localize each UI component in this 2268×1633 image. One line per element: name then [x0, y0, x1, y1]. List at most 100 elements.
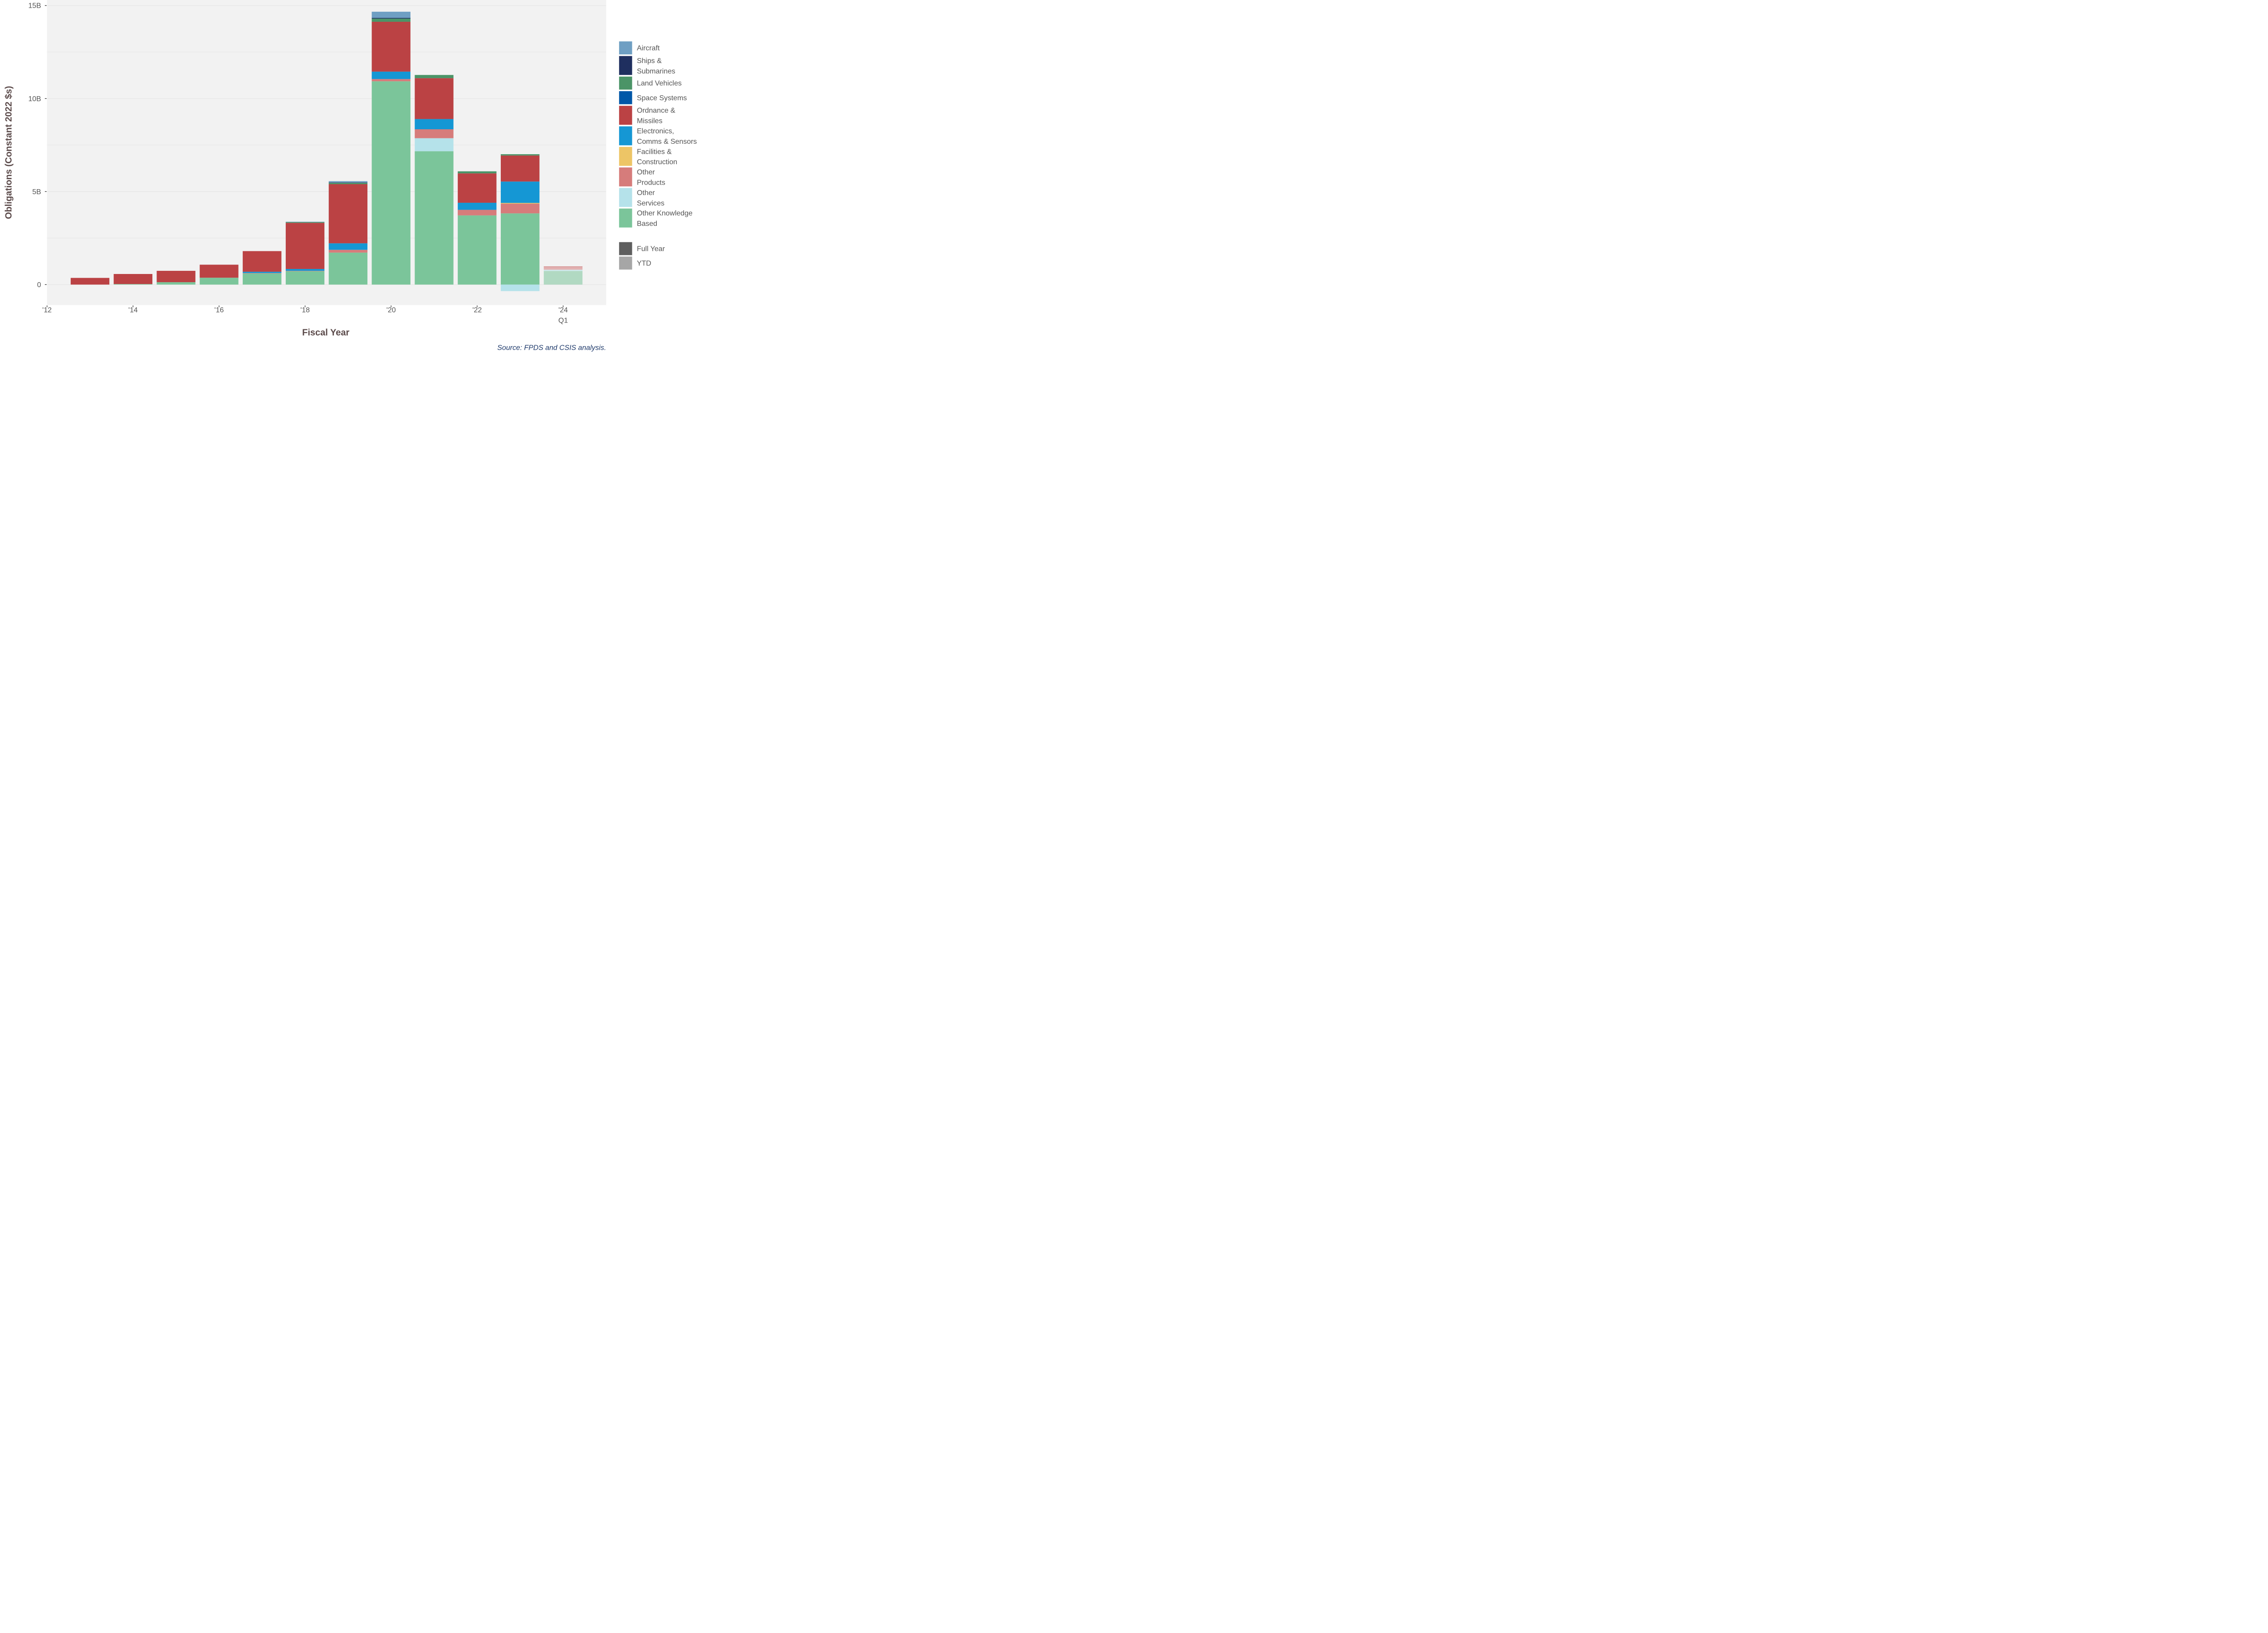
legend-swatch-other-knowledge-based	[618, 208, 633, 228]
bar-segment-ships-submarines-2019	[328, 182, 368, 183]
legend-label-ytd: YTD	[637, 259, 651, 267]
legend-label-line: Products	[637, 179, 665, 186]
bar-segment-aircraft-2020	[371, 11, 411, 18]
stacked-bar-chart: 0 5B 10B 15B '12 '14 '16 '18 '20 '22 '24 Q1 Obligat…	[4, 0, 697, 352]
bar-segment-land-vehicles-2018	[285, 222, 325, 223]
bar-segment-ordnance-missiles-2020	[371, 21, 411, 72]
bar-segment-electronics-comms-sensors-2018	[285, 269, 325, 271]
legend-swatch-other-services	[618, 187, 633, 208]
bar-segment-ordnance-missiles-2014	[113, 274, 152, 284]
legend-label-line: Other	[637, 169, 655, 176]
bar-segment-ordnance-missiles-2016	[200, 264, 239, 278]
bar-segment-ordnance-missiles-2013	[70, 278, 110, 285]
legend-label-facilities-construction: Facilities & Construction	[637, 148, 677, 166]
legend-label-other-services: Other Services	[637, 189, 665, 207]
y-tick-label: 15B	[28, 2, 41, 10]
axes: 0 5B 10B 15B '12 '14 '16 '18 '20 '22 '24 Q1	[28, 2, 568, 325]
bar-segment-land-vehicles-2019	[328, 183, 368, 184]
bar-segment-ordnance-missiles-2024	[543, 266, 583, 267]
bar-segment-other-knowledge-based-2022	[458, 215, 497, 285]
bar-segment-other-services-2023	[500, 284, 540, 291]
bar-segment-other-knowledge-based-2020	[371, 81, 411, 285]
legend-label-line: Ships &	[637, 57, 662, 65]
legend-label-line: Facilities &	[637, 148, 672, 156]
bar-segment-aircraft-2019	[328, 181, 368, 183]
legend-label-line: Ordnance &	[637, 107, 675, 115]
bar-segment-electronics-comms-sensors-2020	[371, 71, 411, 79]
bar-segment-other-knowledge-based-2024	[543, 271, 583, 285]
legend-label-line: Other Knowledge	[637, 210, 693, 217]
x-tick-label: '14	[128, 307, 138, 314]
bar-segment-electronics-comms-sensors-2022	[458, 202, 497, 210]
x-tick-label: '18	[300, 307, 310, 314]
legend: Aircraft Ships & Submarines Land Vehicles Sp…	[618, 40, 697, 270]
legend-label-electronics-comms-sensors: Electronics, Comms & Sensors	[637, 127, 697, 146]
legend-label-land-vehicles: Land Vehicles	[637, 80, 682, 88]
bar-segment-ordnance-missiles-2019	[328, 184, 368, 244]
legend-label-line: Electronics,	[637, 127, 674, 135]
legend-label-line: Submarines	[637, 68, 675, 75]
bar-segment-electronics-comms-sensors-2019	[328, 243, 368, 250]
legend-label-line: Space Systems	[637, 94, 687, 102]
x-tick-sublabel: Q1	[558, 317, 568, 324]
legend-swatch-ships-submarines	[618, 55, 633, 76]
legend-swatch-ytd	[618, 256, 633, 270]
bars	[70, 11, 583, 291]
source-note: Source: FPDS and CSIS analysis.	[497, 344, 606, 352]
legend-label-space-systems: Space Systems	[637, 94, 687, 102]
legend-swatch-facilities-construction	[618, 146, 633, 166]
bar-segment-ordnance-missiles-2017	[243, 251, 282, 272]
x-tick-label: '22	[472, 307, 482, 314]
bar-segment-ordnance-missiles-2021	[415, 78, 454, 119]
legend-label-aircraft: Aircraft	[637, 44, 660, 52]
bar-segment-other-products-2023	[500, 204, 540, 214]
bar-segment-other-products-2017	[243, 273, 282, 274]
bar-segment-land-vehicles-2022	[458, 171, 497, 174]
bar-segment-ordnance-missiles-2018	[285, 223, 325, 269]
legend-swatch-full-year	[618, 241, 633, 256]
bar-segment-electronics-comms-sensors-2017	[243, 272, 282, 273]
legend-label-line: Aircraft	[637, 44, 660, 52]
bar-segment-other-knowledge-based-2021	[415, 151, 454, 285]
legend-label-line: Other	[637, 189, 655, 197]
bar-segment-other-knowledge-based-2018	[285, 271, 325, 285]
bar-segment-other-products-2022	[458, 210, 497, 215]
bar-segment-other-products-2021	[415, 129, 454, 138]
legend-label-line: Construction	[637, 158, 677, 166]
bar-segment-land-vehicles-2021	[415, 75, 454, 78]
legend-label-line: Based	[637, 220, 657, 228]
bar-segment-ordnance-missiles-2022	[458, 173, 497, 203]
y-tick-label: 10B	[28, 95, 41, 103]
bar-segment-other-services-2024	[543, 269, 583, 271]
chart-stage: 0 5B 10B 15B '12 '14 '16 '18 '20 '22 '24 Q1 Obligat…	[0, 0, 711, 356]
legend-label-line: Comms & Sensors	[637, 138, 697, 146]
bar-segment-other-services-2021	[415, 138, 454, 152]
legend-label-full-year: Full Year	[637, 245, 665, 253]
bar-segment-other-knowledge-based-2015	[156, 282, 196, 285]
legend-label-line: Services	[637, 200, 665, 207]
bar-segment-land-vehicles-2020	[371, 19, 411, 22]
x-tick-label: '24	[558, 307, 568, 314]
bar-segment-other-products-2020	[371, 79, 411, 82]
bar-segment-ships-submarines-2020	[371, 18, 411, 19]
y-axis-title: Obligations (Constant 2022 $s)	[4, 86, 14, 219]
bar-segment-ordnance-missiles-2023	[500, 155, 540, 182]
x-tick-label: '20	[386, 307, 396, 314]
bar-segment-other-knowledge-based-2016	[200, 278, 239, 285]
bar-segment-electronics-comms-sensors-2021	[415, 119, 454, 129]
x-tick-label: '16	[215, 307, 224, 314]
gridlines	[47, 5, 606, 285]
bar-segment-other-products-2019	[328, 249, 368, 253]
y-tick-label: 5B	[32, 188, 41, 196]
legend-label-line: Missiles	[637, 117, 663, 125]
bar-segment-electronics-comms-sensors-2023	[500, 181, 540, 203]
legend-label-line: Land Vehicles	[637, 80, 682, 88]
legend-swatch-land-vehicles	[618, 76, 633, 90]
bar-segment-other-knowledge-based-2019	[328, 252, 368, 285]
legend-swatch-space-systems	[618, 90, 633, 105]
legend-swatch-other-products	[618, 166, 633, 187]
legend-swatch-electronics-comms-sensors	[618, 126, 633, 146]
legend-swatch-ordnance-missiles	[618, 105, 633, 126]
y-tick-label: 0	[37, 281, 41, 289]
legend-label-ships-submarines: Ships & Submarines	[637, 57, 675, 75]
